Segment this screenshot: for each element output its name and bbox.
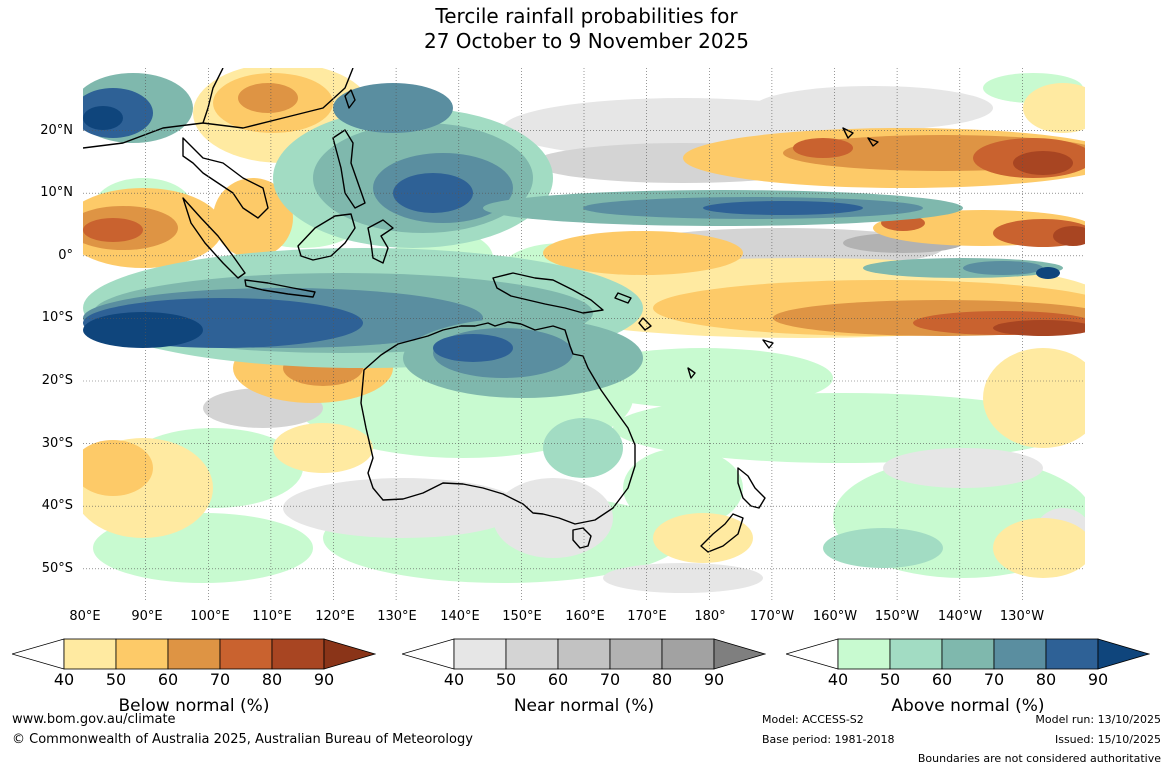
title-line-1: Tercile rainfall probabilities for — [435, 4, 738, 28]
below-tick-70: 70 — [209, 670, 231, 689]
lon-label-150w: 150°W — [874, 609, 920, 624]
rainfall-probability-map — [83, 68, 1085, 600]
near-tick-40: 40 — [443, 670, 465, 689]
map-svg — [83, 68, 1085, 600]
copyright-text: © Commonwealth of Australia 2025, Austra… — [12, 732, 473, 747]
lat-label-10s: 10°S — [41, 310, 73, 325]
below-swatch-80-90 — [271, 638, 325, 670]
below-normal-colorbar — [12, 638, 376, 670]
graticule — [83, 68, 1085, 600]
above-normal-title: Above normal (%) — [891, 696, 1045, 716]
lon-label-80e: 80°E — [69, 609, 101, 624]
lat-label-40s: 40°S — [41, 498, 73, 513]
lat-label-20n: 20°N — [40, 123, 73, 138]
above-swatch-lt40 — [786, 638, 839, 670]
lon-label-150e: 150°E — [502, 609, 542, 624]
coastlines — [83, 68, 879, 553]
lon-label-130w: 130°W — [999, 609, 1045, 624]
above-swatch-gt90 — [1097, 638, 1150, 670]
lon-label-110e: 110°E — [252, 609, 292, 624]
near-normal-title: Near normal (%) — [513, 696, 655, 716]
near-swatch-gt90 — [713, 638, 766, 670]
title-line-2: 27 October to 9 November 2025 — [423, 29, 750, 53]
lon-label-170w: 170°W — [749, 609, 795, 624]
above-swatch-40-50 — [837, 638, 891, 670]
below-swatch-40-50 — [63, 638, 117, 670]
near-tick-50: 50 — [495, 670, 517, 689]
lat-label-50s: 50°S — [41, 561, 73, 576]
below-tick-40: 40 — [53, 670, 75, 689]
above-tick-70: 70 — [983, 670, 1005, 689]
lat-label-20s: 20°S — [41, 373, 73, 388]
boundaries-disclaimer: Boundaries are not considered authoritat… — [917, 752, 1161, 765]
near-tick-90: 90 — [703, 670, 725, 689]
below-tick-50: 50 — [105, 670, 127, 689]
lon-label-170e: 170°E — [627, 609, 667, 624]
near-swatch-lt40 — [402, 638, 455, 670]
near-swatch-80-90 — [661, 638, 715, 670]
below-swatch-70-80 — [219, 638, 273, 670]
base-period-text: Base period: 1981-2018 — [762, 733, 895, 746]
lon-label-100e: 100°E — [190, 609, 230, 624]
lon-label-140w: 140°W — [937, 609, 983, 624]
above-normal-shading — [83, 73, 1063, 568]
above-tick-40: 40 — [827, 670, 849, 689]
below-swatch-50-60 — [115, 638, 169, 670]
below-tick-80: 80 — [261, 670, 283, 689]
above-swatch-50-60 — [889, 638, 943, 670]
issued-text: Issued: 15/10/2025 — [1054, 733, 1161, 746]
near-swatch-50-60 — [505, 638, 559, 670]
map-title: Tercile rainfall probabilities for 27 Oc… — [0, 4, 1173, 54]
near-tick-80: 80 — [651, 670, 673, 689]
below-tick-60: 60 — [157, 670, 179, 689]
above-tick-90: 90 — [1087, 670, 1109, 689]
above-tick-50: 50 — [879, 670, 901, 689]
below-swatch-lt40 — [12, 638, 65, 670]
lon-label-160w: 160°W — [812, 609, 858, 624]
above-normal-colorbar — [786, 638, 1150, 670]
lon-label-140e: 140°E — [440, 609, 480, 624]
lat-label-10n: 10°N — [40, 185, 73, 200]
model-run-text: Model run: 13/10/2025 — [1035, 713, 1161, 726]
model-text: Model: ACCESS-S2 — [762, 713, 864, 726]
above-swatch-80-90 — [1045, 638, 1099, 670]
lat-label-0: 0° — [58, 248, 73, 263]
lon-label-180: 180° — [694, 609, 726, 624]
above-swatch-70-80 — [993, 638, 1047, 670]
lon-label-160e: 160°E — [565, 609, 605, 624]
lat-label-30s: 30°S — [41, 436, 73, 451]
below-normal-title: Below normal (%) — [118, 696, 270, 716]
bom-url-link[interactable]: www.bom.gov.au/climate — [12, 712, 176, 727]
below-tick-90: 90 — [313, 670, 335, 689]
near-swatch-60-70 — [557, 638, 611, 670]
lon-label-120e: 120°E — [315, 609, 355, 624]
near-swatch-70-80 — [609, 638, 663, 670]
near-tick-60: 60 — [547, 670, 569, 689]
lon-label-130e: 130°E — [377, 609, 417, 624]
lon-label-90e: 90°E — [131, 609, 163, 624]
below-swatch-60-70 — [167, 638, 221, 670]
near-tick-70: 70 — [599, 670, 621, 689]
above-tick-80: 80 — [1035, 670, 1057, 689]
near-normal-colorbar — [402, 638, 766, 670]
above-tick-60: 60 — [931, 670, 953, 689]
above-swatch-60-70 — [941, 638, 995, 670]
near-swatch-40-50 — [453, 638, 507, 670]
below-swatch-gt90 — [323, 638, 376, 670]
